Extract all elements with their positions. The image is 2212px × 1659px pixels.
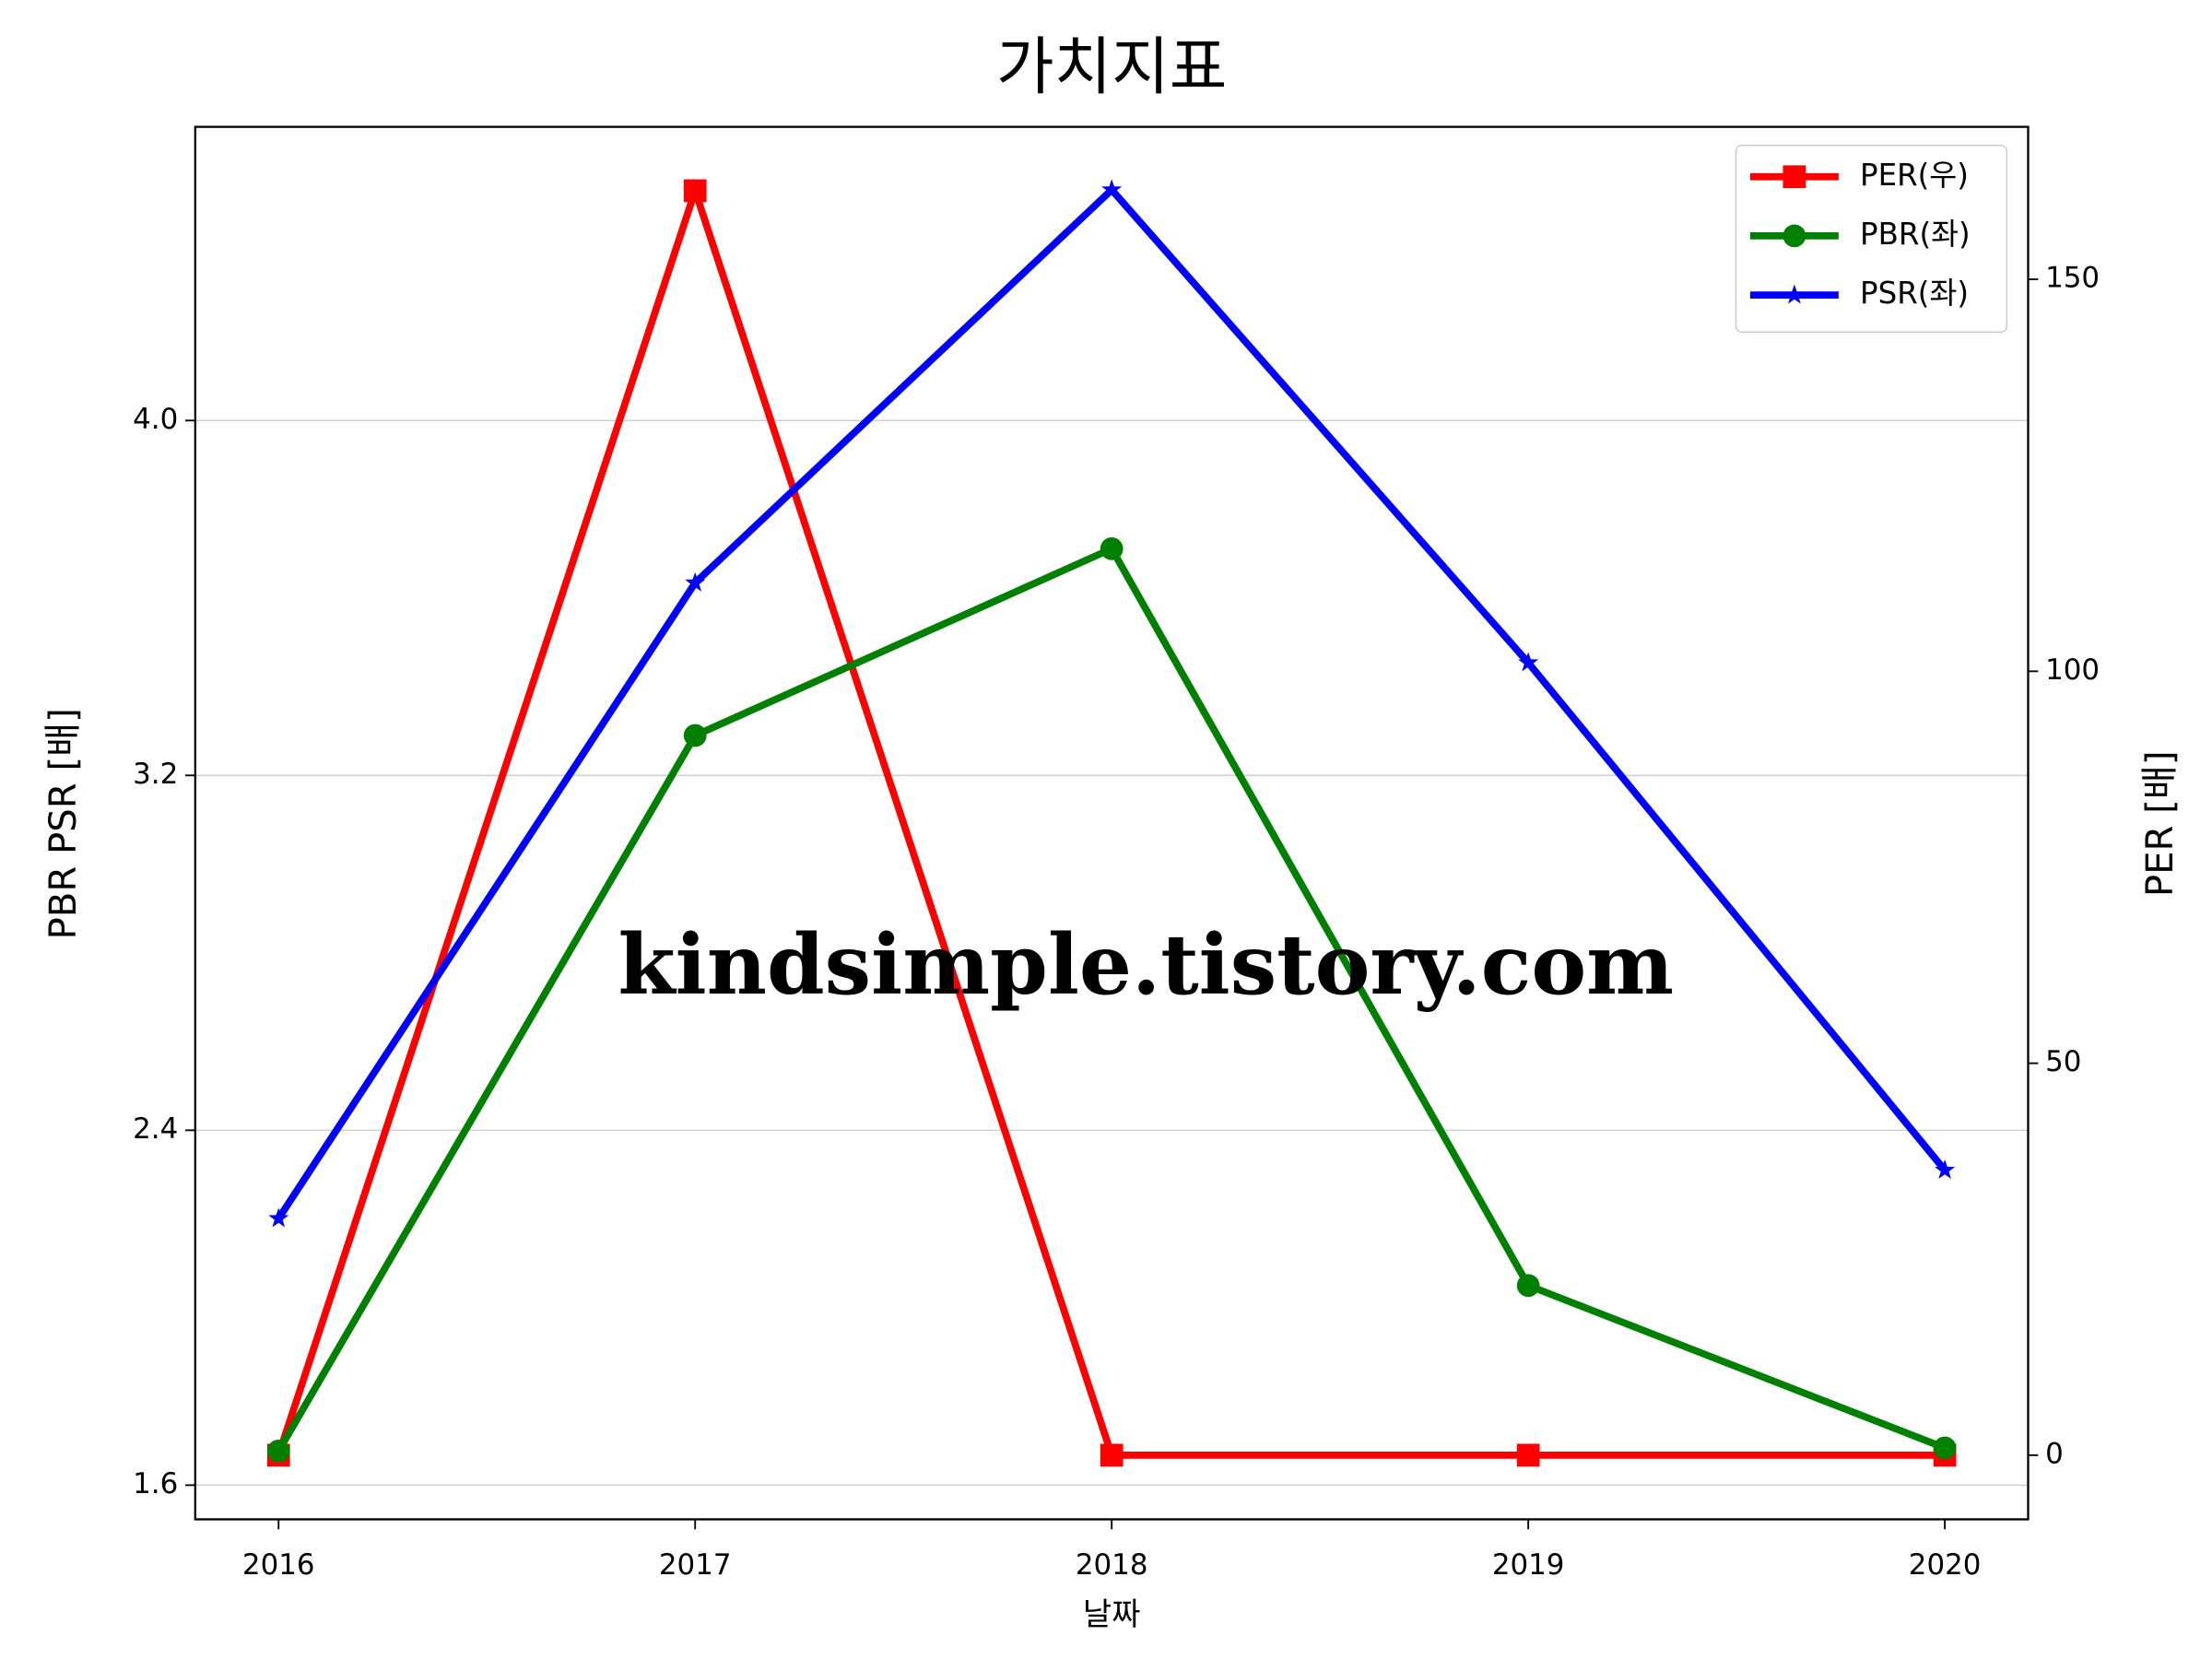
y2-tick-label: 0 <box>2045 1437 2064 1470</box>
y2-tick-label: 100 <box>2045 653 2100 687</box>
y-tick-label: 1.6 <box>133 1467 178 1500</box>
marker <box>1100 1443 1124 1467</box>
marker <box>1516 1443 1540 1467</box>
x-tick-label: 2020 <box>1909 1548 1982 1582</box>
x-tick-label: 2017 <box>659 1548 732 1582</box>
x-axis-label: 날짜 <box>1083 1596 1141 1633</box>
marker <box>1783 284 1805 304</box>
marker <box>683 724 707 747</box>
marker <box>1935 1159 1956 1180</box>
marker <box>1933 1436 1957 1460</box>
series-line <box>275 187 1946 1459</box>
marker <box>266 1439 290 1463</box>
y2-tick-label: 50 <box>2045 1045 2081 1078</box>
x-tick-label: 2019 <box>1492 1548 1565 1582</box>
legend-box <box>1735 144 2008 334</box>
axes-frame <box>194 125 2030 1521</box>
legend-label: PER(우) <box>1860 158 1969 193</box>
marker <box>1100 536 1124 560</box>
legend: PER(우) PBR(좌) PSR(좌) <box>1735 144 2008 334</box>
legend-label: PSR(좌) <box>1860 276 1969 311</box>
watermark: kindsimple.tistory.com <box>618 917 1675 1014</box>
marker <box>268 1207 289 1228</box>
y2-axis-label: PER [배] <box>2139 750 2182 897</box>
y-tick-label: 3.2 <box>133 758 178 791</box>
y-axis-label: PBR PSR [배] <box>42 708 85 939</box>
x-tick-label: 2018 <box>1076 1548 1148 1582</box>
marker <box>683 179 707 203</box>
marker <box>1783 165 1806 189</box>
marker <box>1518 652 1539 672</box>
marker <box>1101 179 1123 199</box>
marker <box>685 571 706 592</box>
y-tick-label: 4.0 <box>133 403 178 436</box>
x-tick-label: 2016 <box>242 1548 315 1582</box>
y-tick-label: 2.4 <box>133 1112 178 1146</box>
marker <box>1783 224 1806 248</box>
y2-tick-label: 150 <box>2045 262 2100 295</box>
marker <box>1516 1274 1540 1298</box>
legend-label: PBR(좌) <box>1860 217 1971 252</box>
chart-title: 가치지표 <box>996 31 1227 104</box>
